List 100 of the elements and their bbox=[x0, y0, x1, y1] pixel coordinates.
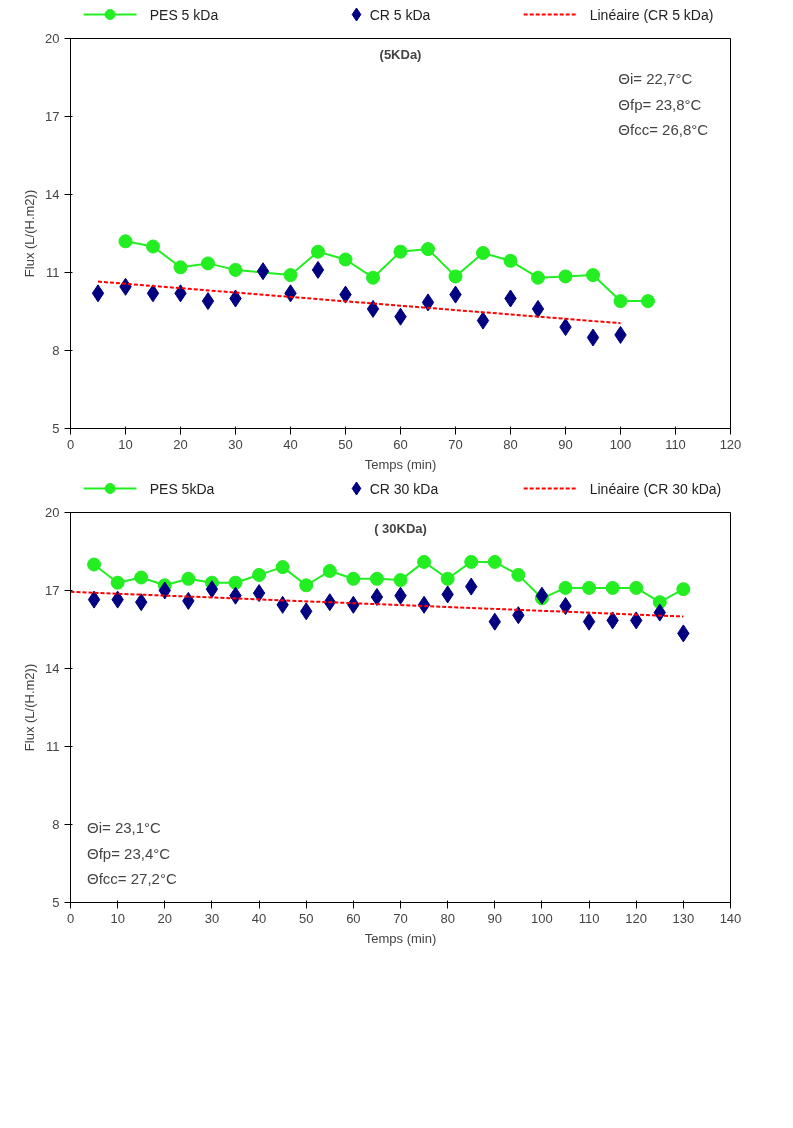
annotation: (5KDa) bbox=[379, 46, 422, 62]
x-tick-label: 50 bbox=[338, 436, 353, 452]
point bbox=[228, 575, 243, 590]
point bbox=[146, 239, 160, 254]
point bbox=[252, 567, 267, 582]
x-tick-label: 30 bbox=[204, 910, 220, 926]
y-tick-label: 14 bbox=[45, 187, 60, 202]
point bbox=[531, 270, 545, 285]
y-tick-label: 5 bbox=[52, 895, 60, 910]
point bbox=[369, 571, 384, 586]
x-tick-label: 0 bbox=[66, 910, 75, 926]
point bbox=[558, 269, 573, 284]
point bbox=[582, 612, 596, 631]
annotation: Θi= 22,7°C bbox=[618, 70, 693, 88]
point bbox=[393, 573, 408, 588]
point bbox=[503, 253, 518, 268]
point bbox=[173, 260, 188, 275]
point bbox=[487, 554, 502, 569]
x-tick-label: 60 bbox=[393, 436, 408, 452]
point bbox=[417, 554, 432, 569]
x-tick-label: 10 bbox=[118, 436, 133, 452]
point bbox=[582, 580, 597, 595]
point bbox=[91, 284, 105, 303]
point bbox=[676, 582, 691, 597]
y-tick-label: 17 bbox=[45, 109, 60, 124]
x-axis-title: Temps (min) bbox=[364, 930, 437, 946]
point bbox=[586, 268, 600, 283]
x-tick-label: 90 bbox=[558, 436, 573, 452]
point bbox=[511, 567, 526, 582]
y-tick-label: 20 bbox=[45, 505, 60, 520]
point bbox=[393, 244, 408, 259]
x-tick-label: 20 bbox=[173, 436, 188, 452]
point bbox=[201, 256, 215, 271]
point bbox=[322, 564, 337, 578]
point bbox=[134, 570, 149, 585]
point bbox=[629, 580, 644, 595]
point bbox=[346, 571, 361, 586]
x-tick-label: 50 bbox=[298, 910, 314, 926]
y-tick-label: 11 bbox=[46, 265, 60, 280]
point bbox=[110, 575, 125, 590]
x-tick-label: 70 bbox=[393, 910, 408, 926]
x-tick-label: 40 bbox=[251, 910, 267, 926]
point bbox=[311, 260, 325, 279]
point bbox=[366, 299, 380, 318]
point bbox=[448, 269, 463, 284]
legend-label: Linéaire (CR 5 kDa) bbox=[589, 6, 714, 23]
point bbox=[311, 244, 325, 259]
point bbox=[228, 262, 243, 277]
x-tick-label: 10 bbox=[110, 910, 125, 926]
point bbox=[252, 584, 266, 603]
x-tick-label: 60 bbox=[346, 910, 361, 926]
point bbox=[641, 294, 655, 309]
annotation: Θfp= 23,4°C bbox=[87, 844, 171, 862]
point bbox=[87, 590, 101, 609]
x-tick-label: 110 bbox=[665, 436, 686, 452]
y-tick-label: 14 bbox=[45, 661, 60, 676]
point bbox=[205, 580, 219, 599]
annotation: Θi= 23,1°C bbox=[87, 819, 162, 837]
y-tick-label: 20 bbox=[45, 31, 60, 46]
point bbox=[366, 270, 380, 285]
legend-label: PES 5 kDa bbox=[149, 6, 219, 23]
annotation: ( 30KDa) bbox=[374, 520, 427, 536]
y-axis-title: Flux (L/(H.m2)) bbox=[22, 663, 38, 752]
point bbox=[201, 292, 215, 311]
point bbox=[370, 588, 384, 606]
x-tick-label: 100 bbox=[609, 436, 632, 452]
point bbox=[299, 578, 314, 593]
x-tick-label: 120 bbox=[625, 910, 648, 926]
point bbox=[531, 299, 545, 318]
x-tick-label: 70 bbox=[448, 436, 463, 452]
point bbox=[338, 252, 353, 267]
legend-label: CR 5 kDa bbox=[369, 6, 431, 23]
point bbox=[535, 586, 549, 605]
point bbox=[476, 311, 490, 330]
point bbox=[283, 268, 298, 283]
x-tick-label: 90 bbox=[487, 910, 503, 926]
x-tick-label: 40 bbox=[283, 436, 298, 452]
point bbox=[146, 284, 160, 303]
legend-label: Linéaire (CR 30 kDa) bbox=[589, 480, 722, 497]
point bbox=[464, 554, 479, 569]
point bbox=[605, 580, 620, 595]
x-tick-label: 20 bbox=[157, 910, 173, 926]
y-tick-label: 8 bbox=[52, 343, 60, 358]
point bbox=[256, 262, 270, 281]
point bbox=[118, 234, 133, 249]
y-axis-title: Flux (L/(H.m2)) bbox=[22, 189, 38, 278]
point bbox=[440, 571, 455, 586]
annotation: Θfcc= 26,8°C bbox=[618, 120, 709, 138]
point bbox=[613, 294, 628, 309]
x-tick-label: 110 bbox=[578, 910, 600, 926]
point bbox=[586, 328, 600, 347]
point bbox=[421, 242, 435, 257]
x-tick-label: 130 bbox=[672, 910, 695, 926]
y-tick-label: 5 bbox=[52, 421, 60, 436]
annotation: Θfp= 23,8°C bbox=[618, 95, 702, 113]
x-tick-label: 80 bbox=[503, 436, 518, 452]
x-tick-label: 120 bbox=[719, 436, 742, 452]
y-tick-label: 17 bbox=[45, 583, 60, 598]
x-tick-label: 100 bbox=[531, 910, 553, 926]
y-tick-label: 8 bbox=[52, 817, 60, 832]
